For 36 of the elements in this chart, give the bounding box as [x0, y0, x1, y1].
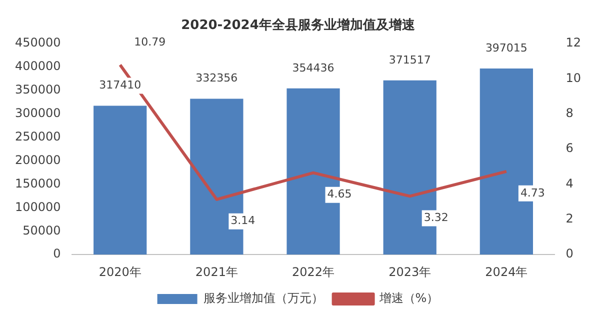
data-label: 3.32: [424, 211, 448, 224]
y-tick-label: 450000: [14, 36, 61, 50]
y-tick-label: 250000: [14, 130, 61, 144]
x-tick-label: 2021年: [195, 264, 238, 279]
data-label: 397015: [485, 41, 528, 54]
data-label: 4.73: [520, 186, 545, 200]
y-tick-label: 400000: [14, 59, 61, 74]
x-tick-label: 2020年: [98, 264, 142, 279]
data-label: 354436: [292, 61, 334, 74]
legend-label: 服务业增加值（万元）: [203, 291, 324, 306]
y2-tick-label: 12: [566, 36, 582, 50]
y-tick-label: 100000: [14, 200, 61, 214]
x-tick-label: 2023年: [388, 264, 432, 279]
y2-tick-label: 0: [566, 246, 574, 261]
legend-label: 增速（%）: [378, 291, 439, 306]
data-label: 4.65: [327, 188, 352, 201]
y-tick-label: 150000: [14, 176, 61, 190]
y-tick-label: 200000: [14, 152, 61, 167]
y2-tick-label: 2: [566, 212, 574, 226]
chart-title: 2020-2024年全县服务业增加值及增速: [181, 18, 416, 34]
data-label: 3.14: [230, 214, 256, 228]
x-tick-label: 2022年: [292, 264, 335, 279]
y-tick-label: 300000: [14, 106, 61, 120]
y-tick-label: 50000: [22, 223, 61, 238]
bar: [94, 106, 147, 255]
y-tick-label: 350000: [14, 82, 61, 97]
data-label: 371517: [388, 53, 431, 66]
data-label: 332356: [196, 72, 238, 85]
data-label: 10.79: [134, 36, 166, 49]
y2-tick-label: 10: [566, 70, 582, 85]
data-label: 317410: [99, 78, 142, 92]
y-tick-label: 0: [53, 246, 61, 261]
x-tick-label: 2024年: [485, 264, 528, 279]
y2-tick-label: 6: [566, 141, 574, 156]
y2-tick-label: 4: [566, 176, 574, 190]
y2-tick-label: 8: [566, 106, 574, 120]
